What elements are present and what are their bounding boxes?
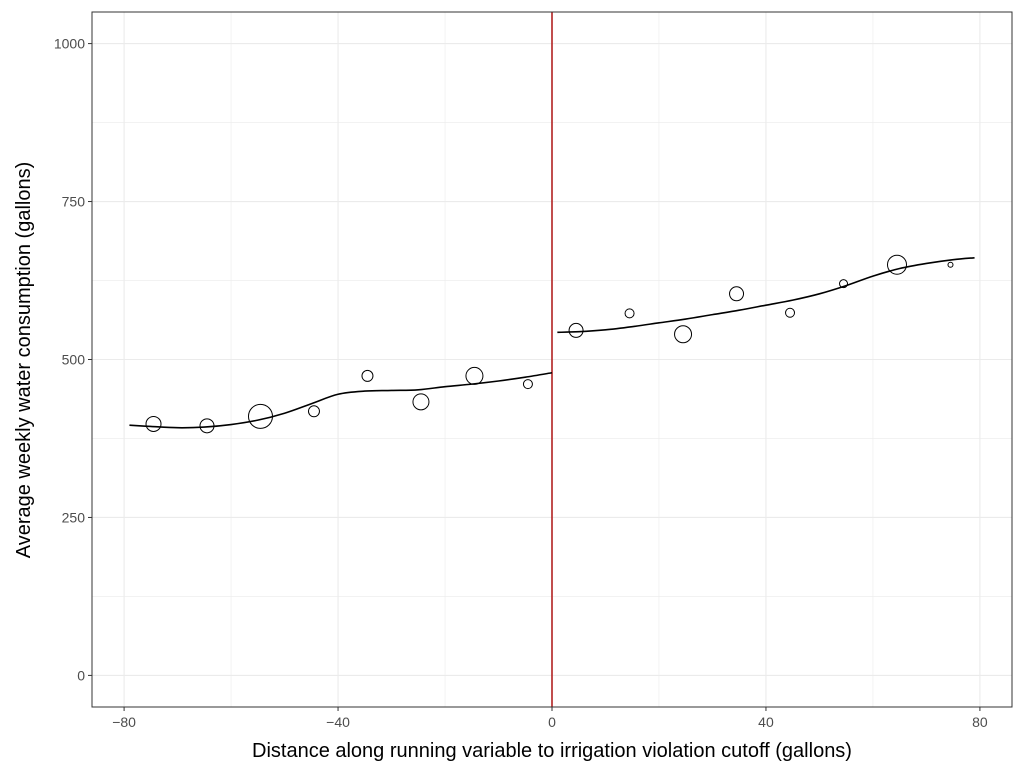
y-tick-label: 250	[62, 509, 86, 525]
data-point	[729, 286, 745, 302]
data-point	[307, 405, 320, 418]
data-point	[361, 369, 374, 382]
x-tick-label: −40	[326, 714, 350, 730]
fit-line-right	[557, 256, 975, 334]
data-point	[412, 393, 430, 411]
x-tick-label: 0	[548, 714, 556, 730]
y-axis-ticks: 0 250 500 750 1000	[54, 36, 92, 683]
points-layer	[145, 254, 954, 434]
data-point	[145, 415, 162, 432]
y-tick-label: 0	[77, 667, 85, 683]
data-point	[522, 379, 533, 390]
y-tick-label: 500	[62, 352, 86, 368]
data-point	[465, 366, 484, 385]
x-axis-title: Distance along running variable to irrig…	[252, 740, 852, 762]
x-axis-ticks: −80 −40 0 40 80	[112, 707, 988, 730]
y-tick-label: 1000	[54, 36, 85, 52]
x-tick-label: 40	[758, 714, 774, 730]
data-point	[839, 279, 849, 289]
data-point	[199, 418, 215, 434]
y-tick-label: 750	[62, 194, 86, 210]
data-point	[947, 261, 954, 268]
data-point	[887, 254, 907, 275]
data-point	[624, 308, 635, 319]
y-axis-title: Average weekly water consumption (gallon…	[13, 162, 35, 559]
x-tick-label: −80	[112, 714, 136, 730]
data-point	[247, 403, 273, 429]
data-point	[568, 322, 584, 338]
data-point	[674, 325, 693, 344]
x-tick-label: 80	[972, 714, 988, 730]
data-point	[785, 307, 796, 318]
